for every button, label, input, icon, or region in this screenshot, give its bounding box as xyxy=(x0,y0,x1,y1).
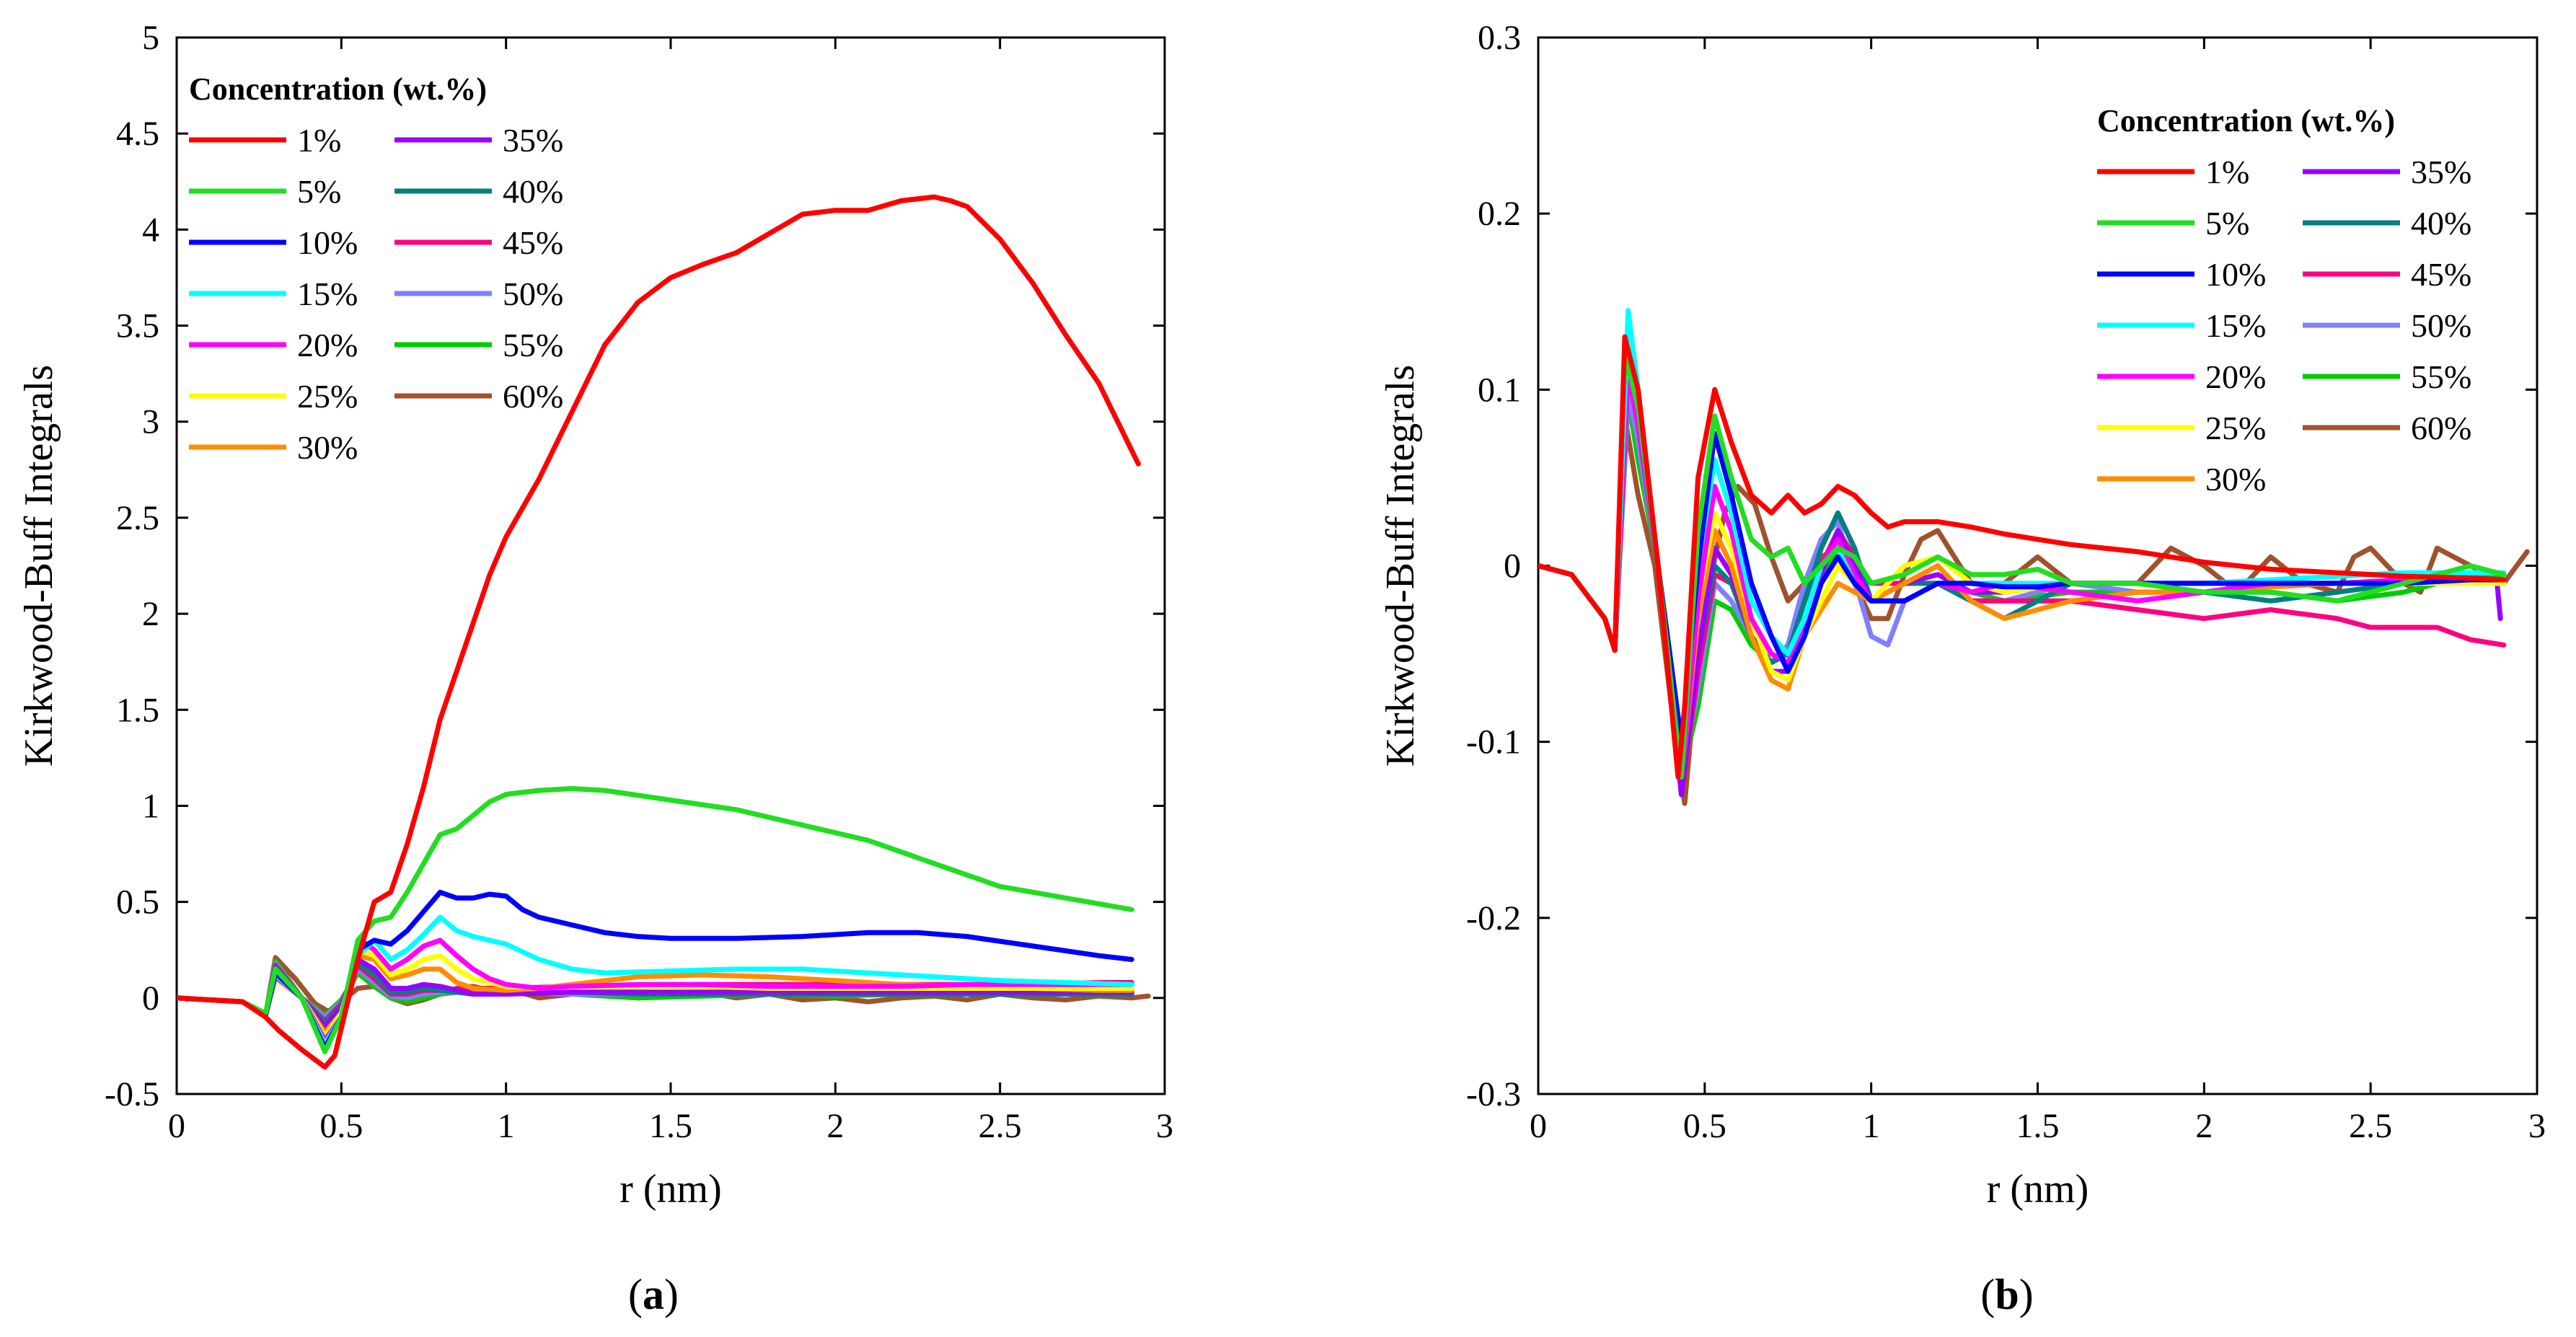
legend-title: Concentration (wt.%) xyxy=(2097,103,2395,138)
legend-title: Concentration (wt.%) xyxy=(189,71,487,107)
legend-label: 50% xyxy=(503,275,563,312)
series-line-5pct xyxy=(177,786,1134,1054)
legend-label: 20% xyxy=(2205,358,2266,395)
legend-label: 20% xyxy=(297,327,358,363)
legend-label: 30% xyxy=(297,429,358,466)
legend-label: 1% xyxy=(297,122,341,159)
y-tick-label: 5 xyxy=(142,19,159,57)
y-tick-label: 2 xyxy=(142,595,159,633)
y-tick-label: 4 xyxy=(142,211,159,249)
legend-label: 25% xyxy=(297,378,358,415)
legend-label: 15% xyxy=(2205,307,2266,344)
y-axis-label: Kirkwood-Buff Integrals xyxy=(17,365,61,767)
y-axis-label: Kirkwood-Buff Integrals xyxy=(1378,365,1423,767)
x-axis-label: r (nm) xyxy=(619,1167,722,1212)
legend-label: 15% xyxy=(297,275,358,312)
y-tick-label: 0 xyxy=(142,979,159,1018)
legend-label: 40% xyxy=(2411,205,2471,242)
legend-label: 35% xyxy=(2411,154,2471,190)
y-tick-label: 0 xyxy=(1504,547,1521,586)
x-tick-label: 2 xyxy=(2195,1107,2213,1145)
legend-label: 45% xyxy=(503,224,563,261)
x-tick-label: 0 xyxy=(168,1107,185,1145)
legend-label: 10% xyxy=(2205,256,2266,293)
legend-label: 35% xyxy=(503,122,563,159)
legend-label: 50% xyxy=(2411,307,2471,344)
x-tick-label: 0 xyxy=(1530,1107,1547,1145)
y-tick-label: -0.2 xyxy=(1466,899,1521,937)
y-tick-label: 0.5 xyxy=(116,883,159,922)
series-line-1pct xyxy=(177,194,1141,1070)
series-lines xyxy=(177,194,1151,1070)
x-tick-label: 0.5 xyxy=(319,1107,363,1145)
legend: Concentration (wt.%) 1% 5% 10% 15% 20% 25% 30% 3… xyxy=(2097,103,2471,498)
y-tick-label: 1.5 xyxy=(116,691,159,729)
panel-label-a: (a) xyxy=(628,1271,679,1318)
chart-panel-b: 0 0.5 1 1.5 2 2.5 3 -0.3 -0.2 -0.1 0 0.1 0.2 0.3 r (nm… xyxy=(1378,19,2546,1212)
y-tick-label: 0.1 xyxy=(1478,371,1521,409)
legend-label: 55% xyxy=(503,327,563,363)
x-tick-label: 2 xyxy=(826,1107,844,1145)
y-tick-label: 1 xyxy=(142,787,159,825)
x-tick-label: 2.5 xyxy=(979,1107,1022,1145)
x-tick-label: 2.5 xyxy=(2349,1107,2392,1145)
x-tick-label: 3 xyxy=(2528,1107,2546,1145)
y-tick-label: 3.5 xyxy=(116,307,159,345)
y-tick-label: -0.3 xyxy=(1466,1075,1521,1113)
legend-label: 60% xyxy=(503,378,563,415)
y-tick-label: 3 xyxy=(142,403,159,441)
chart-panel-a: 0 0.5 1 1.5 2 2.5 3-0.500.511.522.533.544.55r … xyxy=(17,19,1173,1212)
y-tick-label: 4.5 xyxy=(116,115,159,153)
legend-label: 1% xyxy=(2205,154,2249,190)
y-tick-label: 2.5 xyxy=(116,499,159,537)
x-tick-label: 1.5 xyxy=(2016,1107,2060,1145)
legend: Concentration (wt.%) 1% 5% 10% 15% 20% 25% 30% 3… xyxy=(189,71,563,466)
x-tick-label: 1 xyxy=(498,1107,515,1145)
y-tick-label: 0.2 xyxy=(1478,195,1521,233)
y-tick-label: 0.3 xyxy=(1478,19,1521,57)
y-tick-label: -0.5 xyxy=(105,1075,159,1113)
legend-label: 25% xyxy=(2205,410,2266,446)
legend-label: 40% xyxy=(503,173,563,210)
x-tick-label: 1.5 xyxy=(649,1107,692,1145)
legend-label: 5% xyxy=(2205,205,2249,242)
legend-label: 55% xyxy=(2411,358,2471,395)
legend-label: 30% xyxy=(2205,461,2266,498)
series-line-1pct xyxy=(1538,334,2507,780)
x-tick-label: 1 xyxy=(1863,1107,1880,1145)
legend-label: 45% xyxy=(2411,256,2471,293)
series-line-10pct xyxy=(1538,352,2507,745)
series-lines xyxy=(1538,308,2530,806)
x-axis-label: r (nm) xyxy=(1987,1167,2089,1212)
y-tick-label: -0.1 xyxy=(1466,723,1521,762)
legend-label: 10% xyxy=(297,224,358,261)
panel-label-b: (b) xyxy=(1980,1271,2033,1318)
legend-label: 5% xyxy=(297,173,341,210)
x-tick-label: 0.5 xyxy=(1683,1107,1726,1145)
x-tick-label: 3 xyxy=(1156,1107,1173,1145)
legend-label: 60% xyxy=(2411,410,2471,446)
